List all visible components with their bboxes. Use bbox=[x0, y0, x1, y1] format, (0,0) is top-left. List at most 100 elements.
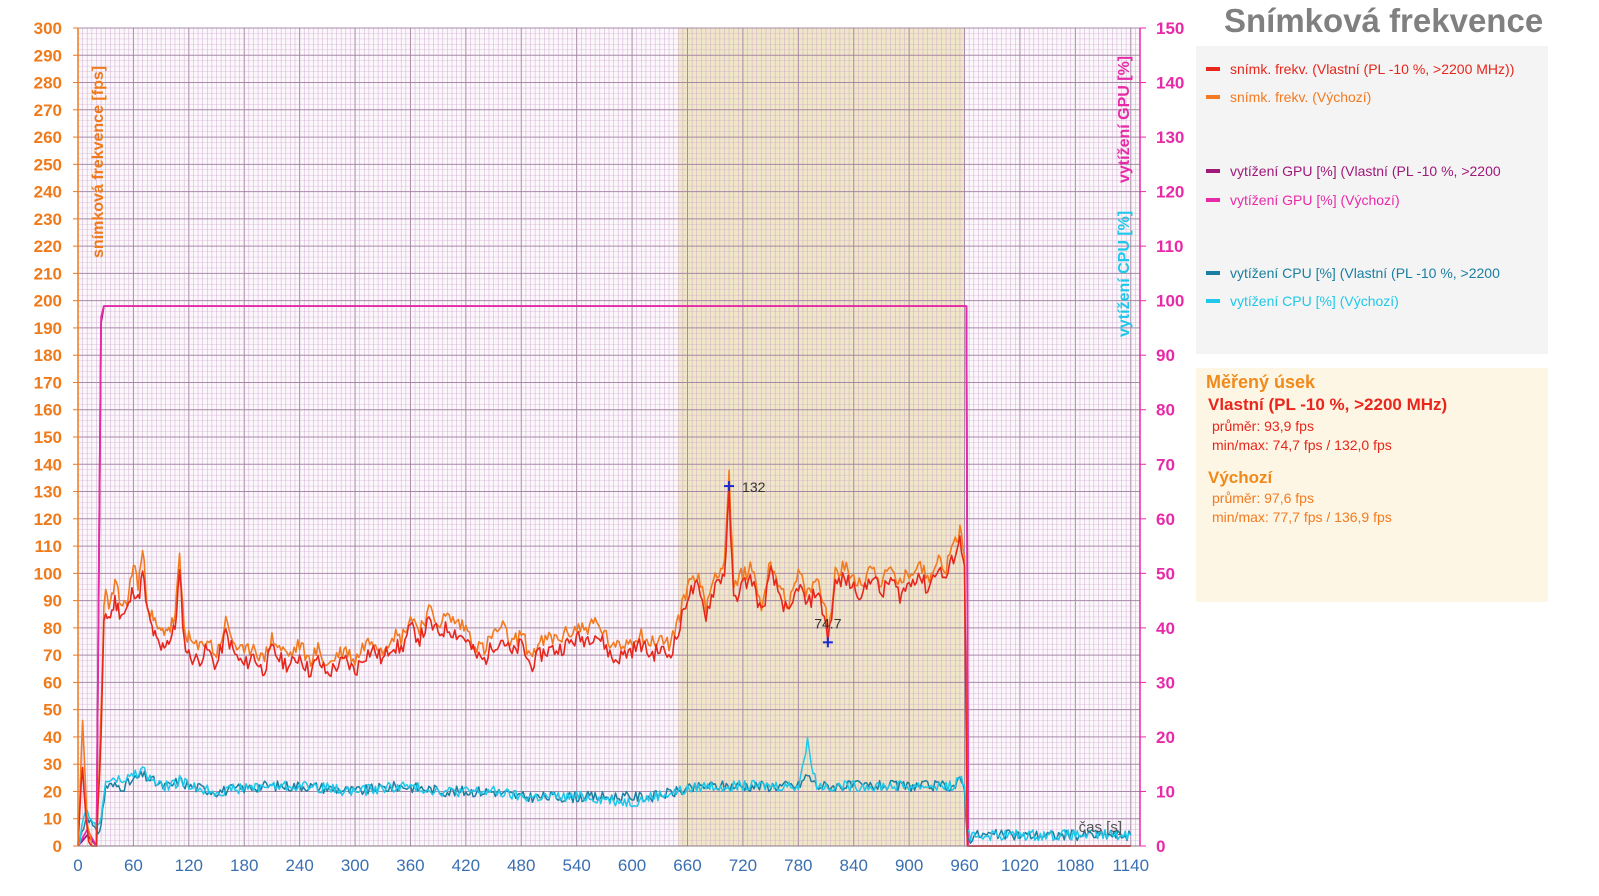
series-line-3 bbox=[77, 305, 1131, 847]
legend-swatch bbox=[1206, 67, 1220, 71]
y-left-tick-label: 70 bbox=[43, 646, 62, 665]
series-layer bbox=[77, 305, 1132, 847]
measured-default-name: Výchozí bbox=[1208, 468, 1273, 487]
y-left-tick-label: 250 bbox=[34, 155, 62, 174]
annotation-label: 132 bbox=[742, 479, 766, 495]
legend-swatch bbox=[1206, 198, 1220, 202]
x-tick-label: 60 bbox=[124, 856, 143, 875]
x-tick-label: 0 bbox=[73, 856, 82, 875]
legend-item-cpu-custom: vytížení CPU [%] (Vlastní (PL -10 %, >22… bbox=[1206, 264, 1500, 282]
y-right-tick-label: 10 bbox=[1156, 782, 1175, 801]
y-right-tick-label: 100 bbox=[1156, 292, 1184, 311]
annotation-label: 74.7 bbox=[814, 615, 841, 631]
y-left-tick-label: 270 bbox=[34, 101, 62, 120]
legend-item-gpu-default: vytížení GPU [%] (Výchozí) bbox=[1206, 191, 1400, 209]
y-left-axis-title: snímková frekvence [fps] bbox=[90, 66, 107, 258]
x-tick-label: 180 bbox=[230, 856, 258, 875]
series-line-0 bbox=[77, 488, 1131, 847]
y-left-tick-label: 50 bbox=[43, 701, 62, 720]
y-left-tick-label: 30 bbox=[43, 755, 62, 774]
x-tick-label: 720 bbox=[729, 856, 757, 875]
y-right-tick-label: 140 bbox=[1156, 74, 1184, 93]
legend-item-cpu-default: vytížení CPU [%] (Výchozí) bbox=[1206, 292, 1399, 310]
x-tick-label: 360 bbox=[396, 856, 424, 875]
y-left-tick-label: 110 bbox=[35, 537, 62, 556]
y-right-tick-label: 0 bbox=[1156, 837, 1165, 856]
legend-label: vytížení CPU [%] (Výchozí) bbox=[1230, 293, 1399, 309]
x-tick-label: 840 bbox=[840, 856, 868, 875]
legend-label: vytížení CPU [%] (Vlastní (PL -10 %, >22… bbox=[1230, 265, 1500, 281]
x-tick-label: 120 bbox=[175, 856, 203, 875]
x-tick-label: 420 bbox=[452, 856, 480, 875]
x-axis-title: čas [s] bbox=[1079, 819, 1122, 836]
measured-heading: Měřený úsek bbox=[1206, 372, 1316, 392]
y-right-tick-label: 150 bbox=[1156, 19, 1184, 38]
y-right-tick-label: 130 bbox=[1156, 128, 1184, 147]
x-tick-label: 780 bbox=[784, 856, 812, 875]
legend: snímk. frekv. (Vlastní (PL -10 %, >2200 … bbox=[1196, 46, 1548, 354]
y-left-tick-label: 280 bbox=[34, 74, 62, 93]
measured-default-avg: průměr: 97,6 fps bbox=[1212, 490, 1314, 506]
y-right-tick-label: 60 bbox=[1156, 510, 1175, 529]
x-tick-label: 1020 bbox=[1001, 856, 1039, 875]
y-left-tick-label: 230 bbox=[34, 210, 62, 229]
y-left-tick-label: 130 bbox=[34, 483, 62, 502]
legend-label: vytížení GPU [%] (Výchozí) bbox=[1230, 192, 1400, 208]
x-tick-label: 900 bbox=[895, 856, 923, 875]
y-left-tick-label: 10 bbox=[43, 810, 62, 829]
y-left-tick-label: 260 bbox=[34, 128, 62, 147]
measured-section: Měřený úsek Vlastní (PL -10 %, >2200 MHz… bbox=[1196, 368, 1548, 602]
y-right-tick-label: 80 bbox=[1156, 401, 1175, 420]
y-left-tick-label: 160 bbox=[34, 401, 62, 420]
legend-swatch bbox=[1206, 271, 1220, 275]
y-right-tick-label: 110 bbox=[1156, 237, 1183, 256]
y-left-tick-label: 170 bbox=[34, 373, 62, 392]
y-right-tick-label: 120 bbox=[1156, 183, 1184, 202]
y-left-tick-label: 0 bbox=[53, 837, 62, 856]
y-right-tick-label: 90 bbox=[1156, 346, 1175, 365]
axes: 0102030405060708090100110120130140150160… bbox=[34, 19, 1185, 875]
y-left-tick-label: 290 bbox=[34, 46, 62, 65]
y-left-tick-label: 150 bbox=[34, 428, 62, 447]
legend-swatch bbox=[1206, 299, 1220, 303]
y-left-tick-label: 200 bbox=[34, 292, 62, 311]
y-right-tick-label: 70 bbox=[1156, 455, 1175, 474]
measured-custom-minmax: min/max: 74,7 fps / 132,0 fps bbox=[1212, 437, 1392, 453]
series-line-1 bbox=[77, 469, 1131, 847]
x-tick-label: 600 bbox=[618, 856, 646, 875]
y-left-tick-label: 20 bbox=[43, 782, 62, 801]
y-left-tick-label: 60 bbox=[43, 673, 62, 692]
series-line-5 bbox=[77, 736, 1132, 847]
x-tick-label: 540 bbox=[562, 856, 590, 875]
grid bbox=[77, 27, 1141, 847]
y-right-tick-label: 20 bbox=[1156, 728, 1175, 747]
legend-label: vytížení GPU [%] (Vlastní (PL -10 %, >22… bbox=[1230, 163, 1501, 179]
y-right-gpu-axis-title: vytížení GPU [%] bbox=[1116, 56, 1133, 183]
y-left-tick-label: 220 bbox=[34, 237, 62, 256]
y-right-cpu-axis-title: vytížení CPU [%] bbox=[1116, 211, 1133, 337]
x-tick-label: 300 bbox=[341, 856, 369, 875]
y-left-tick-label: 300 bbox=[34, 19, 62, 38]
y-right-tick-label: 50 bbox=[1156, 564, 1175, 583]
y-left-tick-label: 90 bbox=[43, 592, 62, 611]
y-left-tick-label: 140 bbox=[34, 455, 62, 474]
annotations: 132 74.7 bbox=[724, 479, 842, 648]
legend-label: snímk. frekv. (Vlastní (PL -10 %, >2200 … bbox=[1230, 61, 1515, 77]
x-tick-label: 480 bbox=[507, 856, 535, 875]
legend-swatch bbox=[1206, 95, 1220, 99]
y-left-tick-label: 80 bbox=[43, 619, 62, 638]
y-right-tick-label: 30 bbox=[1156, 673, 1175, 692]
legend-label: snímk. frekv. (Výchozí) bbox=[1230, 89, 1372, 105]
y-left-tick-label: 190 bbox=[34, 319, 62, 338]
chart-title: Snímková frekvence bbox=[1224, 2, 1544, 39]
legend-item-fps-default: snímk. frekv. (Výchozí) bbox=[1206, 88, 1371, 106]
x-tick-label: 240 bbox=[285, 856, 313, 875]
y-left-tick-label: 210 bbox=[34, 264, 62, 283]
legend-swatch bbox=[1206, 169, 1220, 173]
legend-item-gpu-custom: vytížení GPU [%] (Vlastní (PL -10 %, >22… bbox=[1206, 162, 1501, 180]
y-right-tick-label: 40 bbox=[1156, 619, 1175, 638]
y-left-tick-label: 40 bbox=[43, 728, 62, 747]
legend-item-fps-custom: snímk. frekv. (Vlastní (PL -10 %, >2200 … bbox=[1206, 60, 1514, 78]
y-left-tick-label: 180 bbox=[34, 346, 62, 365]
